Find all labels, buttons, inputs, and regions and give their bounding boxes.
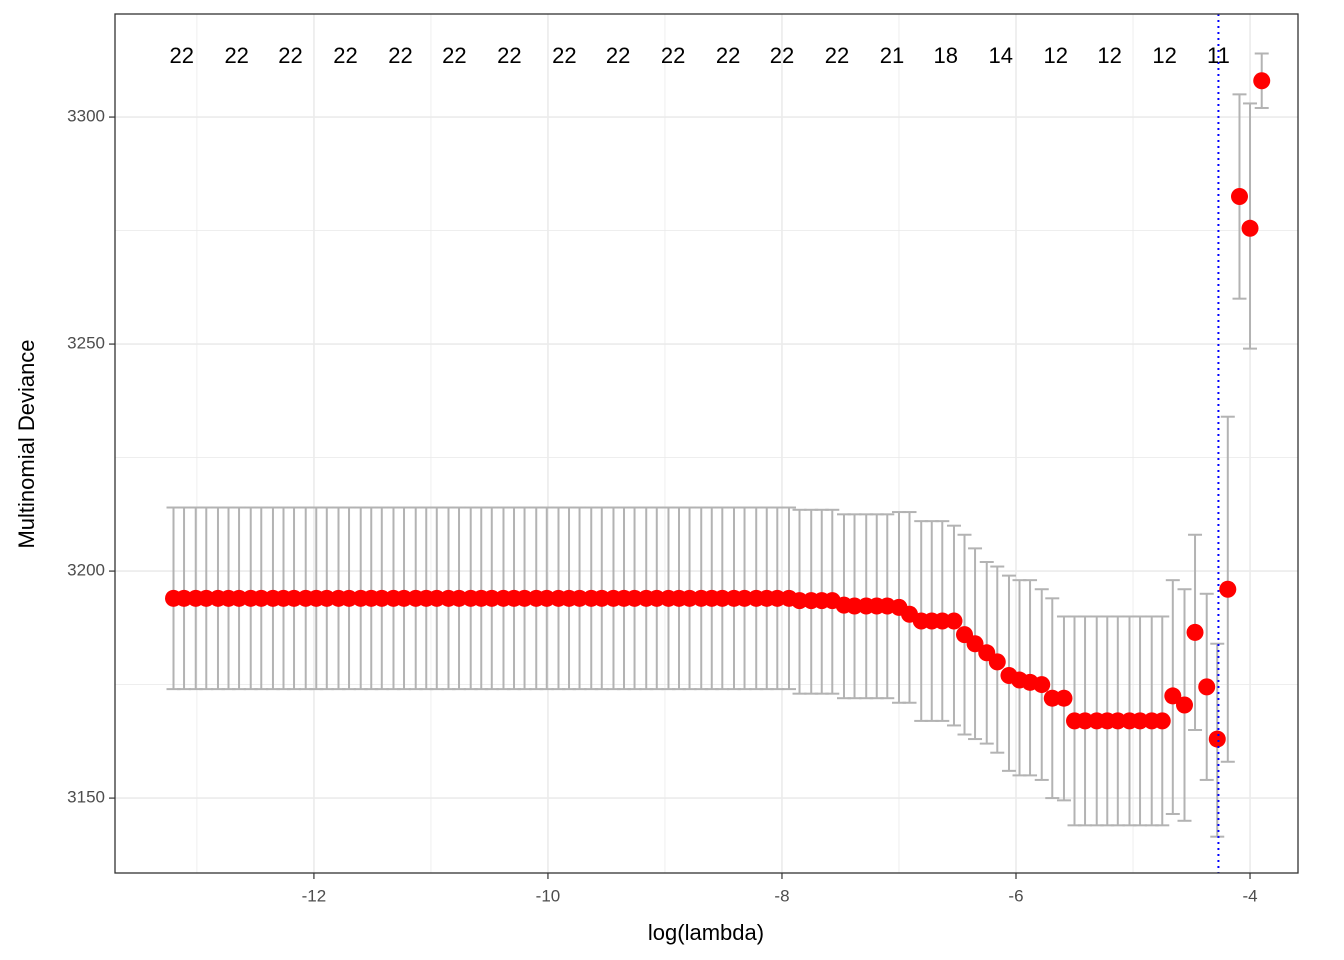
point xyxy=(571,589,589,607)
point xyxy=(945,612,963,630)
top-label: 22 xyxy=(224,43,248,68)
point xyxy=(681,589,699,607)
point xyxy=(791,592,809,610)
top-label: 14 xyxy=(989,43,1013,68)
point xyxy=(846,597,864,615)
point xyxy=(1164,687,1182,705)
top-label: 12 xyxy=(1097,43,1121,68)
point xyxy=(1208,730,1226,748)
top-label: 22 xyxy=(552,43,576,68)
point xyxy=(1186,623,1204,641)
top-label: 22 xyxy=(716,43,740,68)
y-tick-label: 3250 xyxy=(67,334,105,353)
point xyxy=(713,589,731,607)
y-tick-label: 3300 xyxy=(67,107,105,126)
point xyxy=(768,589,786,607)
point xyxy=(285,589,303,607)
top-label: 12 xyxy=(1152,43,1176,68)
top-label: 22 xyxy=(606,43,630,68)
point xyxy=(1043,689,1061,707)
x-tick-label: -4 xyxy=(1242,886,1257,905)
x-tick-label: -12 xyxy=(302,886,327,905)
y-tick-label: 3150 xyxy=(67,788,105,807)
top-label: 21 xyxy=(880,43,904,68)
point xyxy=(340,589,358,607)
point xyxy=(318,589,336,607)
point xyxy=(252,589,270,607)
point xyxy=(988,653,1006,671)
top-label: 22 xyxy=(169,43,193,68)
point xyxy=(1076,712,1094,730)
point xyxy=(428,589,446,607)
top-label: 22 xyxy=(661,43,685,68)
top-label: 22 xyxy=(497,43,521,68)
point xyxy=(648,589,666,607)
point xyxy=(1033,676,1051,694)
point xyxy=(966,635,984,653)
x-tick-label: -6 xyxy=(1008,886,1023,905)
point xyxy=(175,589,193,607)
x-tick-label: -10 xyxy=(536,886,561,905)
point xyxy=(1131,712,1149,730)
point xyxy=(1219,580,1237,598)
point xyxy=(1198,678,1216,696)
x-tick-label: -8 xyxy=(774,886,789,905)
y-axis-title: Multinomial Deviance xyxy=(14,339,39,548)
point xyxy=(1175,696,1193,714)
point xyxy=(626,589,644,607)
top-label: 11 xyxy=(1207,43,1230,68)
point xyxy=(1241,219,1259,237)
x-axis-title: log(lambda) xyxy=(648,920,764,945)
point xyxy=(516,589,534,607)
point xyxy=(1109,712,1127,730)
point xyxy=(450,589,468,607)
top-label: 22 xyxy=(825,43,849,68)
point xyxy=(483,589,501,607)
y-tick-label: 3200 xyxy=(67,561,105,580)
top-label: 22 xyxy=(442,43,466,68)
top-label: 22 xyxy=(388,43,412,68)
point xyxy=(593,589,611,607)
top-label: 12 xyxy=(1044,43,1068,68)
point xyxy=(395,589,413,607)
point xyxy=(230,589,248,607)
point xyxy=(1253,72,1271,90)
error-bar xyxy=(1056,615,1071,802)
point xyxy=(197,589,215,607)
top-label: 22 xyxy=(770,43,794,68)
top-label: 22 xyxy=(333,43,357,68)
point xyxy=(1153,712,1171,730)
top-label: 22 xyxy=(278,43,302,68)
top-label: 18 xyxy=(934,43,958,68)
point xyxy=(736,589,754,607)
point xyxy=(373,589,391,607)
point xyxy=(1230,188,1248,206)
panel-border xyxy=(114,13,1299,874)
point xyxy=(933,612,951,630)
point xyxy=(1055,689,1073,707)
point xyxy=(538,589,556,607)
